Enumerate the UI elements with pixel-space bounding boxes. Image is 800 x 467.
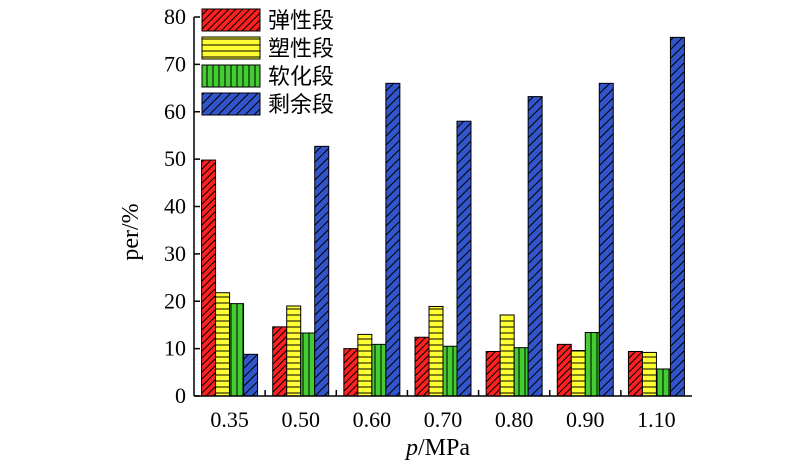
- legend-label: 弹性段: [268, 9, 334, 34]
- bar-0.90-series-1: [556, 343, 572, 397]
- y-tick-label: 50: [164, 146, 186, 171]
- x-axis-title-unit: /MPa: [418, 435, 470, 461]
- bar-1.10-series-1: [627, 350, 643, 397]
- bar-0.70-series-4: [456, 120, 472, 397]
- x-tick-label: 0.35: [210, 407, 249, 432]
- y-tick-label: 60: [164, 99, 186, 124]
- bar-0.50-series-1: [272, 326, 288, 397]
- bar-0.50-series-4: [314, 145, 330, 397]
- y-axis-title: per/%: [118, 203, 144, 260]
- legend-swatch: [201, 36, 261, 60]
- bar-0.90-series-3: [584, 332, 600, 397]
- legend-swatch: [201, 8, 261, 32]
- bar-0.50-series-2: [286, 305, 302, 397]
- x-axis-title: p/MPa: [404, 435, 470, 461]
- y-tick-label: 70: [164, 51, 186, 76]
- bar-0.35-series-4: [243, 353, 259, 397]
- ticks-layer: 0 10 20 30 40 50 60 70 80 0.35 0.50 0.60 0.70 0.80 0.9…: [164, 4, 676, 432]
- bar-0.60-series-4: [385, 82, 401, 397]
- y-tick-label: 10: [164, 336, 186, 361]
- bar-0.35-series-1: [201, 159, 217, 397]
- y-tick-label: 20: [164, 288, 186, 313]
- x-tick-label: 0.50: [281, 407, 320, 432]
- y-tick-label: 40: [164, 194, 186, 219]
- x-tick-label: 0.80: [495, 407, 534, 432]
- x-axis-title-variable: p: [404, 435, 418, 461]
- bar-0.90-series-2: [570, 350, 586, 397]
- legend-swatch: [201, 64, 261, 88]
- bar-0.80-series-3: [513, 347, 529, 397]
- bar-0.50-series-3: [300, 332, 316, 397]
- x-tick-label: 0.70: [424, 407, 463, 432]
- legend-label: 塑性段: [268, 37, 334, 62]
- bars-layer: [201, 36, 685, 397]
- bar-0.60-series-3: [371, 343, 387, 397]
- bar-0.80-series-1: [485, 350, 501, 397]
- bar-1.10-series-3: [655, 368, 671, 397]
- bar-0.70-series-1: [414, 336, 430, 397]
- legend-swatch: [201, 92, 261, 116]
- bar-0.80-series-2: [499, 314, 515, 397]
- y-tick-label: 0: [175, 383, 186, 408]
- x-tick-label: 1.10: [637, 407, 676, 432]
- bar-0.90-series-4: [598, 82, 614, 397]
- bar-0.70-series-2: [428, 305, 444, 397]
- bar-0.80-series-4: [527, 96, 543, 397]
- legend-label: 软化段: [268, 65, 334, 90]
- x-tick-label: 0.90: [566, 407, 605, 432]
- y-tick-label: 30: [164, 241, 186, 266]
- y-tick-label: 80: [164, 4, 186, 29]
- bar-0.70-series-3: [442, 345, 458, 397]
- bar-0.60-series-2: [357, 333, 373, 397]
- x-tick-label: 0.60: [353, 407, 392, 432]
- legend-label: 剩余段: [268, 93, 334, 118]
- bar-1.10-series-2: [641, 351, 657, 397]
- bar-1.10-series-4: [669, 36, 685, 397]
- bar-0.35-series-3: [229, 303, 245, 397]
- bar-0.35-series-2: [215, 292, 231, 397]
- bar-0.60-series-1: [343, 348, 359, 397]
